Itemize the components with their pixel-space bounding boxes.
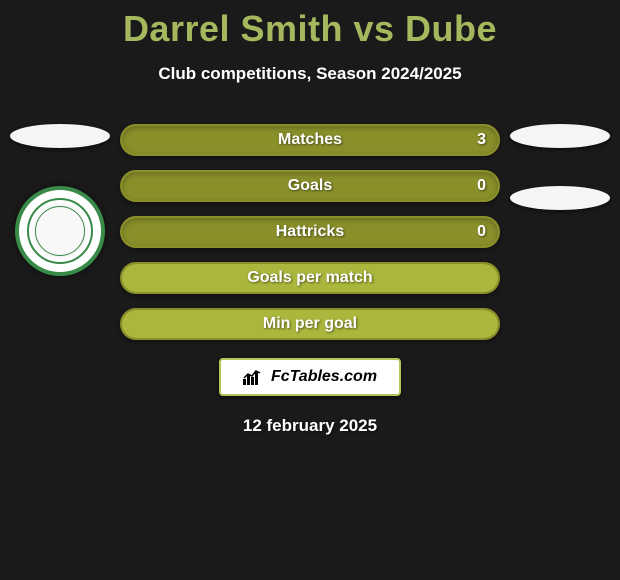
brand-text: FcTables.com: [271, 368, 377, 386]
stat-label: Goals per match: [247, 269, 372, 287]
page-title: Darrel Smith vs Dube: [123, 8, 497, 50]
comparison-card: Darrel Smith vs Dube Club competitions, …: [0, 0, 620, 436]
right-player-marker-2: [510, 186, 610, 210]
stat-row: Goals per match: [120, 262, 500, 294]
stat-label: Min per goal: [263, 315, 357, 333]
brand-box[interactable]: FcTables.com: [219, 358, 401, 396]
main-area: Matches 3 Goals 0 Hattricks 0 Goals per match M…: [0, 124, 620, 340]
chart-icon: [243, 369, 265, 385]
stat-value-right: 0: [477, 177, 486, 195]
stat-rows: Matches 3 Goals 0 Hattricks 0 Goals per match M…: [110, 124, 510, 340]
stat-label: Goals: [288, 177, 332, 195]
club-badge-inner: [35, 206, 85, 256]
right-player-marker-1: [510, 124, 610, 148]
right-column: [510, 124, 610, 210]
stat-row: Min per goal: [120, 308, 500, 340]
stat-label: Hattricks: [276, 223, 344, 241]
stat-row: Goals 0: [120, 170, 500, 202]
subtitle: Club competitions, Season 2024/2025: [158, 64, 461, 84]
stat-row: Hattricks 0: [120, 216, 500, 248]
stat-label: Matches: [278, 131, 342, 149]
stat-value-right: 3: [477, 131, 486, 149]
date-text: 12 february 2025: [243, 416, 377, 436]
stat-row: Matches 3: [120, 124, 500, 156]
left-club-badge: [15, 186, 105, 276]
stat-value-right: 0: [477, 223, 486, 241]
left-column: [10, 124, 110, 276]
left-player-marker: [10, 124, 110, 148]
